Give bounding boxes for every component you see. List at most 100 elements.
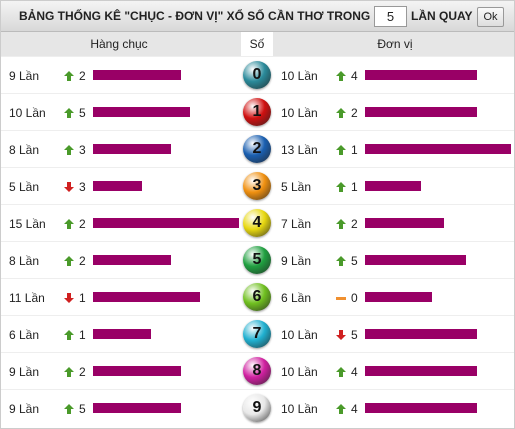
- title: BẢNG THỐNG KÊ "CHỤC - ĐƠN VỊ" XỔ SỐ CẦN …: [19, 9, 371, 23]
- change: 2: [79, 365, 86, 379]
- change: 1: [351, 180, 358, 194]
- trend-icon: [336, 145, 346, 155]
- stat-row: 5 Lần 3 3 5 Lần 1: [1, 167, 514, 205]
- trend-icon: [64, 182, 74, 192]
- stat-row: 9 Lần 2 0 10 Lần 4: [1, 56, 514, 94]
- change: 2: [79, 217, 86, 231]
- trend-icon: [64, 256, 74, 266]
- change: 1: [79, 328, 86, 342]
- trend-icon: [336, 297, 346, 300]
- trend-icon: [64, 108, 74, 118]
- number-ball: 2: [243, 135, 271, 163]
- count-label: 10 Lần: [281, 328, 318, 342]
- trend-icon: [336, 330, 346, 340]
- stat-row: 9 Lần 5 9 10 Lần 4: [1, 389, 514, 427]
- number-ball: 6: [243, 283, 271, 311]
- trend-icon: [64, 293, 74, 303]
- suffix: LẦN QUAY: [411, 9, 473, 23]
- trend-icon: [64, 71, 74, 81]
- trend-icon: [64, 145, 74, 155]
- stat-row: 15 Lần 2 4 7 Lần 2: [1, 204, 514, 242]
- change: 1: [351, 143, 358, 157]
- count-bar: [365, 181, 422, 191]
- change: 1: [79, 291, 86, 305]
- count-bar: [365, 144, 511, 154]
- change: 5: [79, 402, 86, 416]
- count-label: 6 Lần: [9, 328, 40, 342]
- column-header: Hàng chục Số Đơn vị: [1, 32, 514, 56]
- trend-icon: [336, 219, 346, 229]
- count-label: 10 Lần: [281, 365, 318, 379]
- count-label: 8 Lần: [9, 143, 40, 157]
- count-bar: [365, 366, 478, 376]
- trend-icon: [64, 404, 74, 414]
- count-bar: [93, 218, 239, 228]
- count-label: 8 Lần: [9, 254, 40, 268]
- count-label: 9 Lần: [9, 69, 40, 83]
- number-ball: 3: [243, 172, 271, 200]
- count-label: 10 Lần: [281, 402, 318, 416]
- trend-icon: [336, 71, 346, 81]
- number-ball: 4: [243, 209, 271, 237]
- count-label: 5 Lần: [281, 180, 312, 194]
- stat-row: 6 Lần 1 7 10 Lần 5: [1, 315, 514, 353]
- trend-icon: [64, 367, 74, 377]
- left-header: Hàng chục: [90, 37, 148, 51]
- count-label: 9 Lần: [281, 254, 312, 268]
- draw-count-input[interactable]: 5: [374, 6, 407, 27]
- header-bar: BẢNG THỐNG KÊ "CHỤC - ĐƠN VỊ" XỔ SỐ CẦN …: [1, 1, 514, 32]
- count-label: 15 Lần: [9, 217, 46, 231]
- count-label: 5 Lần: [9, 180, 40, 194]
- count-bar: [365, 292, 433, 302]
- change: 3: [79, 143, 86, 157]
- number-ball: 0: [243, 61, 271, 89]
- stat-row: 8 Lần 2 5 9 Lần 5: [1, 241, 514, 279]
- count-label: 10 Lần: [281, 106, 318, 120]
- change: 2: [79, 254, 86, 268]
- change: 4: [351, 365, 358, 379]
- count-label: 7 Lần: [281, 217, 312, 231]
- count-bar: [93, 181, 142, 191]
- count-label: 9 Lần: [9, 402, 40, 416]
- number-ball: 9: [243, 394, 271, 422]
- trend-icon: [64, 219, 74, 229]
- change: 5: [351, 328, 358, 342]
- change: 2: [351, 106, 358, 120]
- number-ball: 8: [243, 357, 271, 385]
- count-bar: [93, 292, 201, 302]
- count-bar: [93, 403, 181, 413]
- middle-header: Số: [241, 32, 273, 56]
- change: 2: [79, 69, 86, 83]
- count-bar: [365, 255, 467, 265]
- change: 5: [351, 254, 358, 268]
- count-label: 11 Lần: [9, 291, 45, 305]
- count-bar: [365, 403, 478, 413]
- count-bar: [365, 70, 478, 80]
- count-bar: [365, 329, 478, 339]
- count-label: 9 Lần: [9, 365, 40, 379]
- trend-icon: [64, 330, 74, 340]
- change: 4: [351, 69, 358, 83]
- count-label: 6 Lần: [281, 291, 312, 305]
- number-ball: 7: [243, 320, 271, 348]
- change: 2: [351, 217, 358, 231]
- count-bar: [93, 107, 191, 117]
- stat-row: 10 Lần 5 1 10 Lần 2: [1, 93, 514, 131]
- trend-icon: [336, 367, 346, 377]
- ok-button[interactable]: Ok: [477, 7, 504, 27]
- count-bar: [93, 366, 181, 376]
- trend-icon: [336, 404, 346, 414]
- trend-icon: [336, 256, 346, 266]
- number-ball: 5: [243, 246, 271, 274]
- count-label: 13 Lần: [281, 143, 318, 157]
- stat-row: 11 Lần 1 6 6 Lần 0: [1, 278, 514, 316]
- right-header: Đơn vị: [377, 37, 413, 51]
- count-bar: [365, 107, 478, 117]
- count-label: 10 Lần: [9, 106, 46, 120]
- count-bar: [93, 255, 171, 265]
- trend-icon: [336, 182, 346, 192]
- count-bar: [93, 329, 152, 339]
- count-label: 10 Lần: [281, 69, 318, 83]
- trend-icon: [336, 108, 346, 118]
